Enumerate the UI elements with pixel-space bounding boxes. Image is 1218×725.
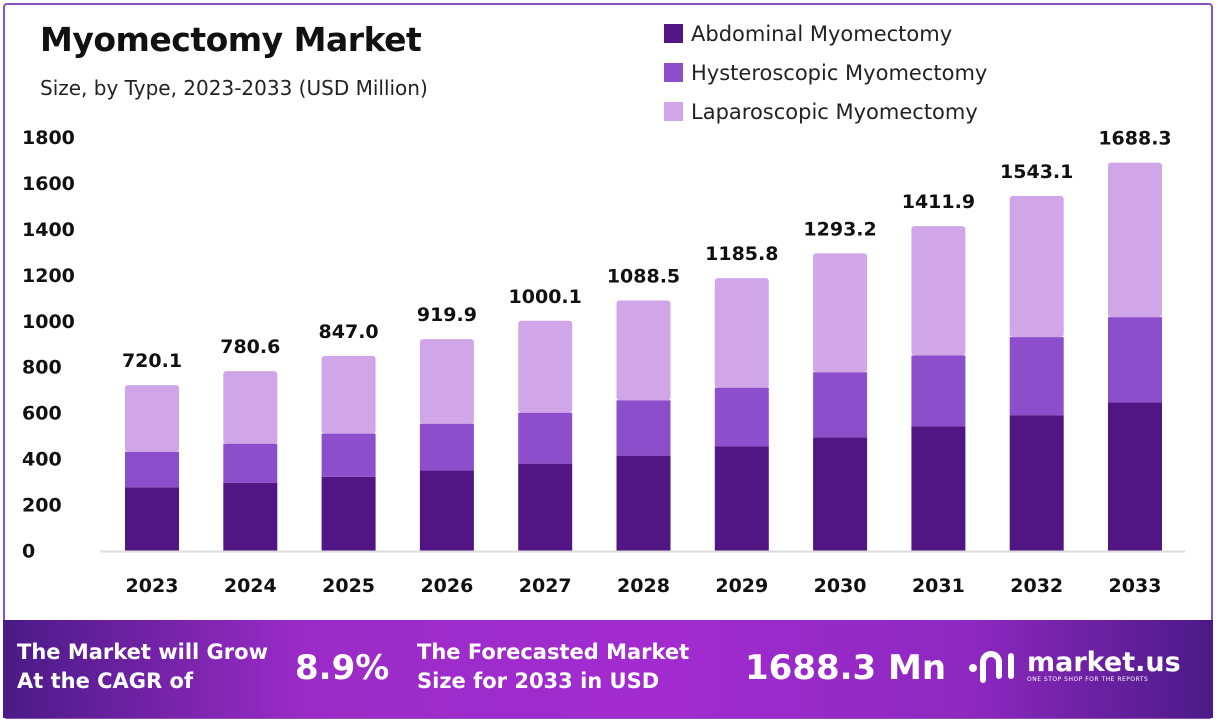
chart-frame: [3, 3, 1213, 719]
legend-swatch: [664, 24, 683, 43]
x-tick-label: 2028: [617, 575, 670, 597]
bar-segment-hysteroscopic: [518, 412, 573, 464]
bar-segment-laparoscopic: [419, 339, 474, 424]
x-tick-label: 2032: [1010, 575, 1063, 597]
x-tick-label: 2025: [322, 575, 375, 597]
bar-segment-laparoscopic: [714, 278, 769, 388]
x-tick-label: 2027: [519, 575, 572, 597]
legend-label: Laparoscopic Myomectomy: [691, 99, 978, 124]
bar-segment-abdominal: [125, 487, 179, 551]
x-tick-label: 2026: [420, 575, 473, 597]
total-label: 919.9: [417, 304, 477, 326]
bar-segment-abdominal: [321, 476, 376, 551]
bar-segment-laparoscopic: [911, 226, 966, 356]
legend-label: Hysteroscopic Myomectomy: [691, 60, 988, 85]
legend-item-hysteroscopic: Hysteroscopic Myomectomy: [664, 53, 987, 92]
bar-segment-abdominal: [1009, 415, 1064, 551]
bar-segment-hysteroscopic: [321, 433, 376, 477]
total-label: 1293.2: [803, 218, 876, 240]
legend-item-laparoscopic: Laparoscopic Myomectomy: [664, 92, 987, 131]
y-tick-label: 600: [22, 403, 62, 425]
bar-segment-abdominal: [518, 463, 573, 551]
total-label: 1688.3: [1098, 128, 1171, 150]
total-label: 1000.1: [509, 286, 582, 308]
bar-segment-hysteroscopic: [1108, 317, 1162, 403]
bar-segment-hysteroscopic: [616, 400, 671, 456]
total-label: 1543.1: [1000, 161, 1073, 183]
y-tick-label: 1800: [22, 127, 75, 149]
cagr-value: 8.9%: [295, 648, 390, 688]
bar-segment-hysteroscopic: [714, 387, 769, 447]
bar-segment-laparoscopic: [518, 320, 573, 413]
legend-label: Abdominal Myomectomy: [691, 21, 953, 46]
y-tick-label: 1000: [22, 311, 75, 333]
bar-segment-laparoscopic: [321, 355, 376, 434]
cagr-label: The Market will Grow At the CAGR of: [17, 640, 268, 693]
bar-segment-laparoscopic: [125, 385, 179, 452]
total-label: 847.0: [319, 321, 379, 343]
y-tick-label: 200: [22, 495, 62, 517]
bar-segment-hysteroscopic: [419, 423, 474, 471]
brand-name: market.us: [1027, 646, 1181, 678]
bar-segment-abdominal: [714, 446, 769, 551]
total-label: 1088.5: [607, 265, 680, 287]
bar-segment-hysteroscopic: [1009, 337, 1064, 416]
bar-segment-abdominal: [1108, 402, 1162, 551]
y-tick-label: 0: [22, 541, 35, 563]
y-tick-label: 400: [22, 449, 62, 471]
total-label: 1411.9: [902, 191, 975, 213]
bar-segment-abdominal: [813, 437, 868, 551]
forecast-value: 1688.3 Mn: [745, 648, 947, 688]
x-tick-label: 2024: [224, 575, 277, 597]
footer-banner: The Market will Grow At the CAGR of 8.9% …: [3, 620, 1213, 718]
bar-segment-laparoscopic: [813, 253, 868, 373]
bar-chart: 0 200 400 600 800 1000 1200 1400 1600 1800 720.1 20…: [22, 127, 1185, 597]
legend-swatch: [664, 63, 683, 82]
x-tick-label: 2033: [1109, 575, 1162, 597]
bar-segment-abdominal: [419, 470, 474, 551]
forecast-label: The Forecasted Market Size for 2033 in US…: [417, 640, 690, 693]
x-tick-label: 2029: [715, 575, 768, 597]
bar-segment-laparoscopic: [1009, 196, 1064, 338]
total-label: 1185.8: [705, 243, 778, 265]
x-tick-label: 2030: [814, 575, 867, 597]
x-tick-label: 2023: [126, 575, 179, 597]
logo-icon: [969, 651, 1014, 683]
chart-title: Myomectomy Market: [40, 20, 422, 59]
bar-segment-hysteroscopic: [125, 451, 179, 488]
chart-subtitle: Size, by Type, 2023-2033 (USD Million): [40, 76, 428, 100]
y-tick-label: 1200: [22, 265, 75, 287]
legend-swatch: [664, 102, 683, 121]
y-tick-label: 1600: [22, 173, 75, 195]
brand-tagline: ONE STOP SHOP FOR THE REPORTS: [1027, 675, 1149, 683]
legend-item-abdominal: Abdominal Myomectomy: [664, 14, 987, 53]
y-tick-label: 1400: [22, 219, 75, 241]
bar-segment-abdominal: [616, 455, 671, 551]
market-us-logo: market.us ONE STOP SHOP FOR THE REPORTS: [965, 646, 1181, 686]
total-label: 780.6: [220, 336, 280, 358]
bar-segment-hysteroscopic: [223, 443, 278, 483]
legend: Abdominal Myomectomy Hysteroscopic Myome…: [664, 14, 987, 131]
total-label: 720.1: [122, 350, 182, 372]
bar-segment-laparoscopic: [1108, 162, 1162, 318]
bar-segment-abdominal: [911, 426, 966, 551]
bar-segment-laparoscopic: [616, 300, 671, 401]
bar-segment-hysteroscopic: [911, 355, 966, 427]
x-tick-label: 2031: [912, 575, 965, 597]
bar-segment-hysteroscopic: [813, 372, 868, 438]
y-tick-label: 800: [22, 357, 62, 379]
bar-segment-abdominal: [223, 482, 278, 551]
bar-segment-laparoscopic: [223, 371, 278, 444]
